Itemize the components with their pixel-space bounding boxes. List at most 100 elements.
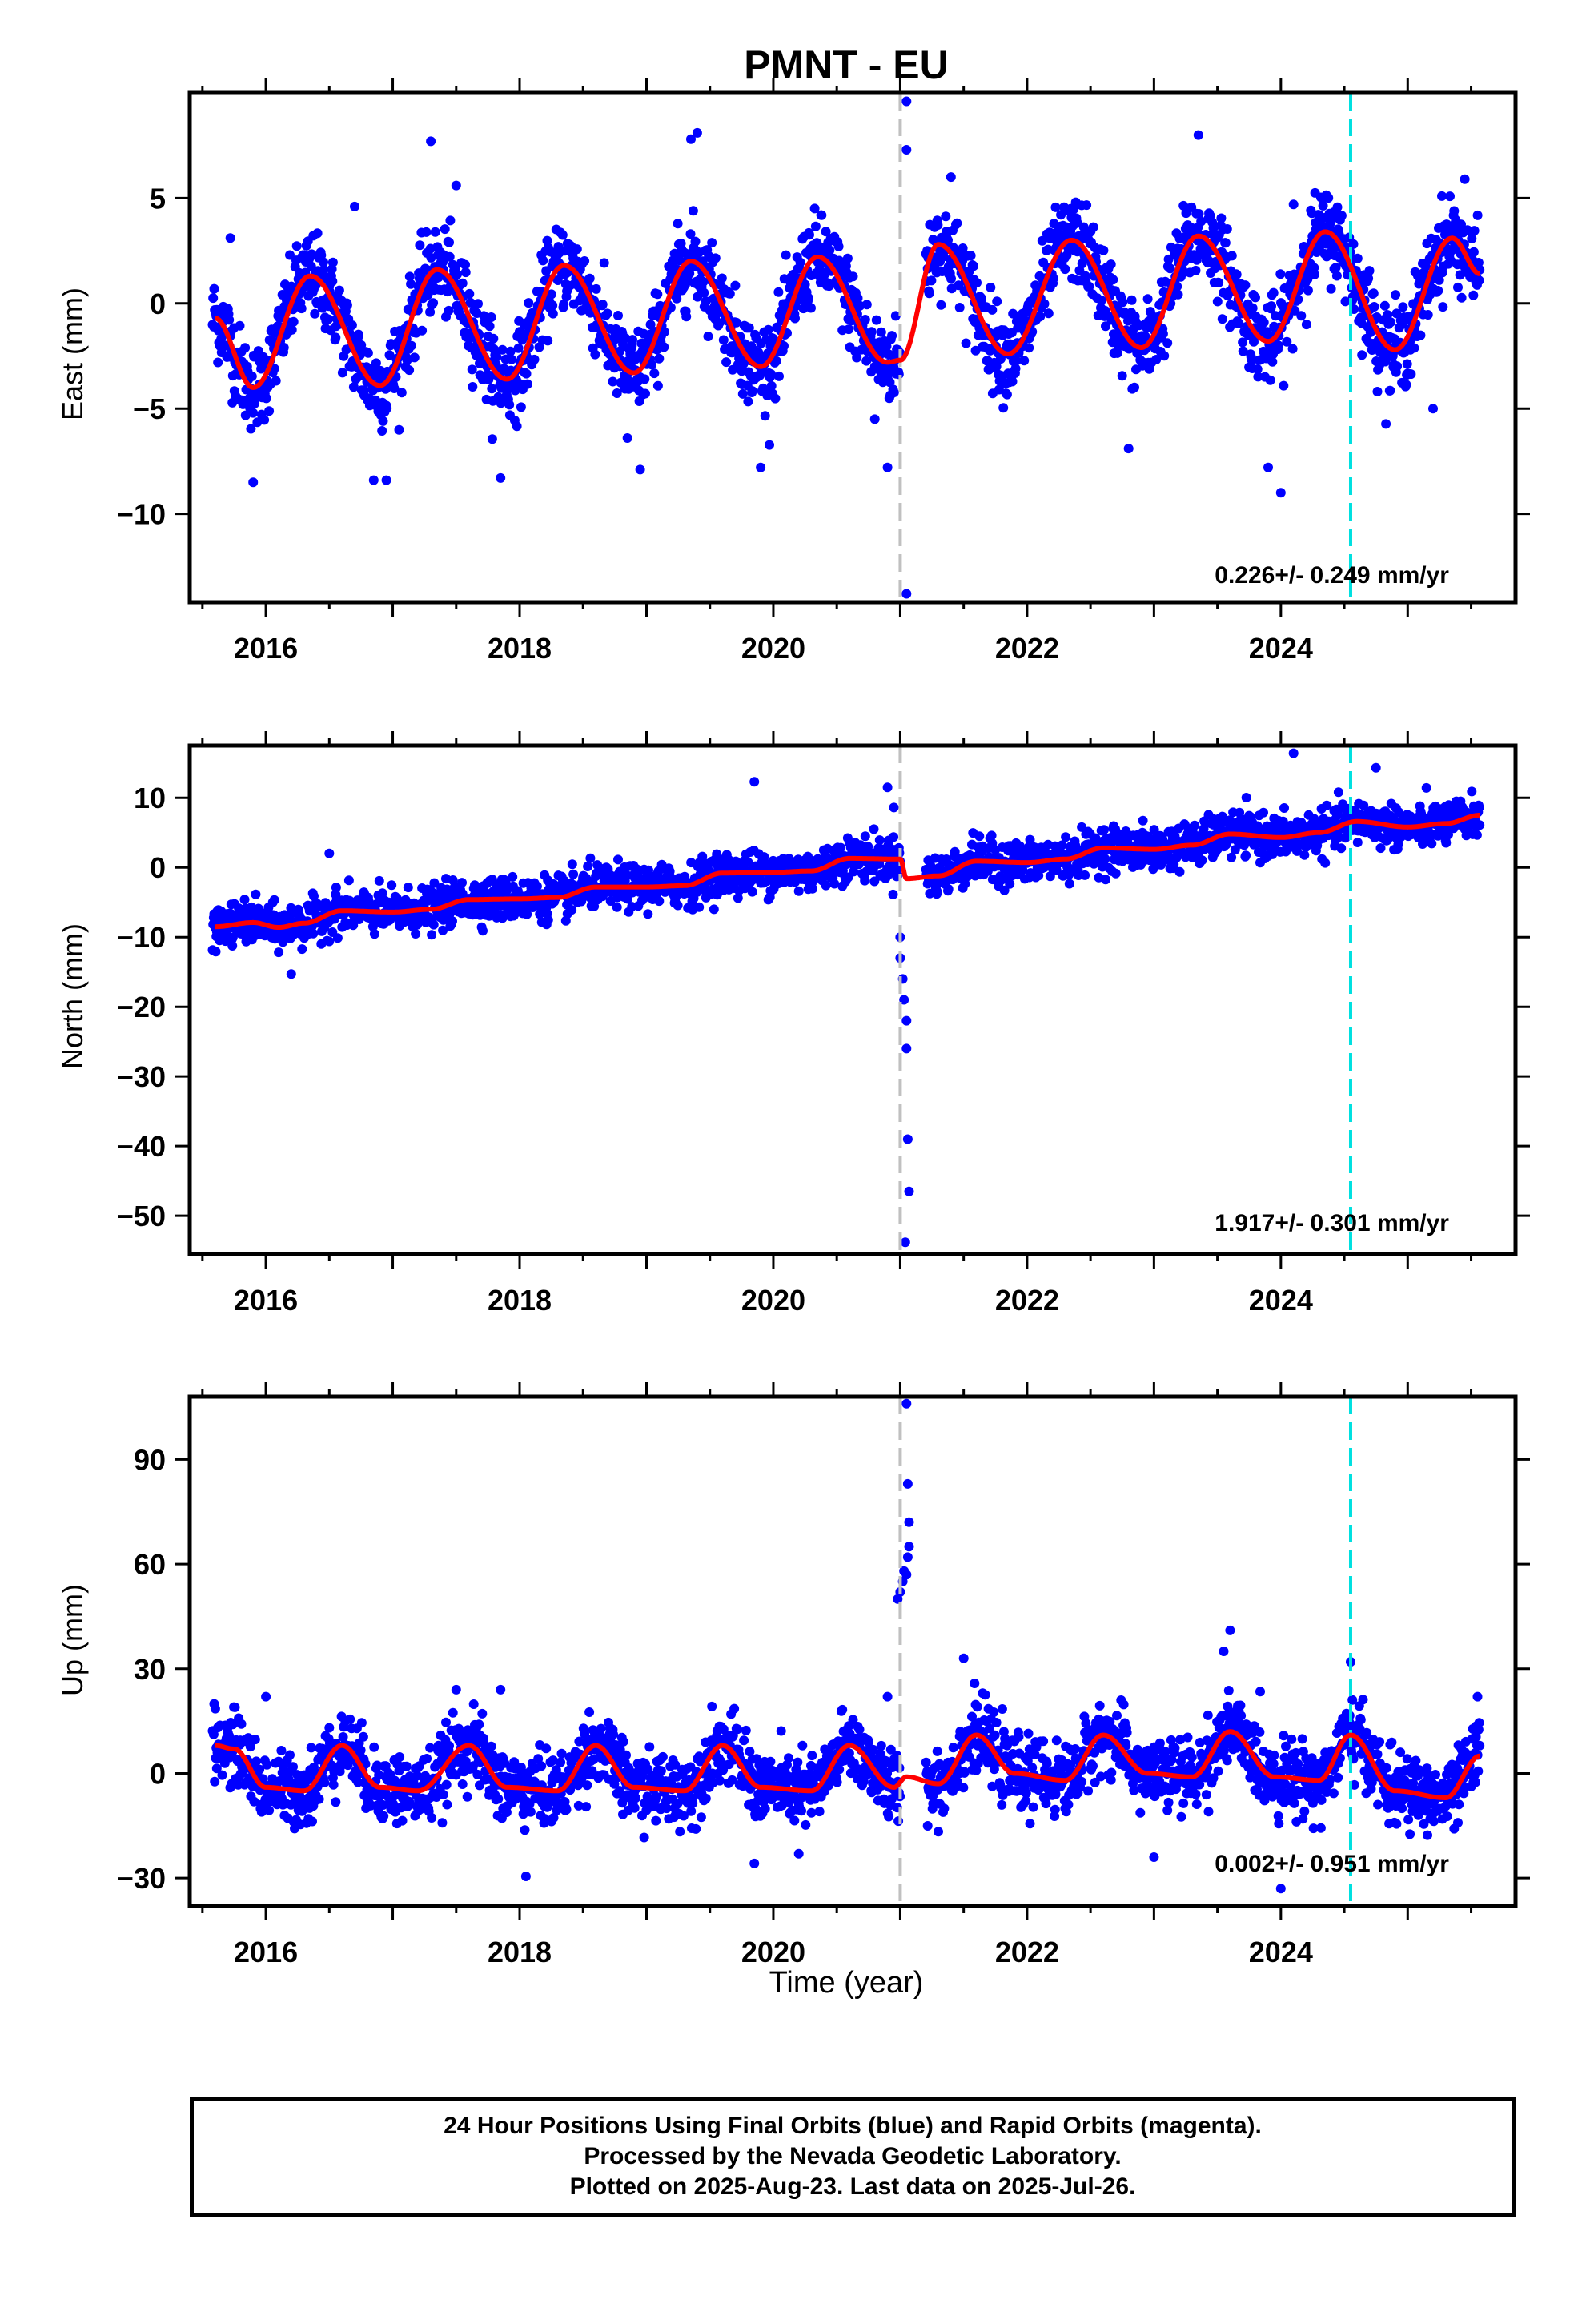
east-data-point [506,354,516,364]
east-data-point [1467,234,1477,243]
east-data-point [946,274,956,283]
east-data-point [246,424,256,434]
east-data-point [468,382,478,392]
east-data-point [543,336,553,346]
up-y-axis-label: Up (mm) [56,1584,89,1696]
north-data-point [567,905,577,915]
east-data-point [285,250,295,260]
north-y-axis-label: North (mm) [56,923,89,1069]
east-data-point [319,257,328,267]
east-data-point [538,255,548,266]
east-data-point [1286,279,1295,289]
east-data-point [248,408,259,418]
east-data-point [235,320,245,331]
north-data-point [251,889,261,899]
east-data-point [1231,269,1242,279]
north-data-point [808,883,817,894]
east-data-point [1084,281,1094,292]
east-data-point [688,206,698,216]
east-data-point [659,327,669,337]
east-data-point [264,406,275,416]
up-data-point [262,1759,272,1770]
east-outlier-point [451,180,461,191]
east-data-point [1433,286,1443,296]
east-data-point [933,220,943,230]
east-data-point [1287,344,1298,354]
east-outlier-point [1460,174,1470,184]
east-data-point [1050,202,1061,212]
east-data-point [1273,340,1283,351]
north-data-point [709,904,719,915]
east-data-point [1301,320,1311,330]
north-x-tick-label: 2016 [234,1284,298,1317]
east-data-point [889,388,899,397]
east-data-point [1469,226,1480,236]
east-data-point [1268,287,1279,298]
east-y-tick-label: 5 [150,182,166,215]
east-data-point [1238,346,1248,356]
east-data-point [743,396,753,407]
up-data-point [210,1776,220,1787]
east-data-point [1151,355,1162,364]
east-data-point [1383,310,1393,320]
east-data-point [725,288,735,299]
east-data-point [378,416,388,426]
up-data-point [236,1719,247,1729]
east-data-point [484,321,495,332]
north-data-point [478,926,488,936]
east-data-point [673,219,683,229]
east-data-point [860,315,870,324]
east-data-point [216,334,227,344]
east-data-point [800,279,810,290]
up-data-point [285,1750,295,1760]
north-outlier-point [901,1015,912,1026]
north-y-tick-label: −30 [117,1060,166,1093]
north-outlier-point [900,1237,910,1248]
east-data-point [1212,296,1223,307]
east-data-point [430,227,440,237]
east-data-point [774,371,784,381]
east-data-point [546,289,556,300]
north-data-point [643,909,653,919]
north-data-point [1375,843,1386,854]
east-data-point [690,236,701,247]
east-data-point [1217,314,1227,324]
east-plot-frame [187,90,1518,605]
east-data-point [1216,213,1227,223]
up-data-point [230,1702,240,1712]
north-data-point [308,928,319,939]
east-data-point [1126,295,1137,305]
east-data-point [348,382,359,392]
east-data-point [1142,294,1153,304]
up-data-point [276,1746,287,1755]
east-data-point [487,434,497,444]
east-data-point [363,348,373,358]
east-data-point [798,304,809,314]
north-data-point [793,886,804,896]
north-data-point [1441,838,1452,848]
east-data-point [497,344,508,355]
east-data-point [1072,217,1082,227]
east-data-point [659,342,669,352]
east-data-point [853,293,863,304]
east-data-point [1118,297,1128,308]
chart-title: PMNT - EU [744,42,949,87]
north-outlier-point [882,782,893,793]
north-data-point [1190,820,1200,830]
east-data-point [1247,303,1258,313]
east-outlier-point [901,96,912,107]
east-data-point [1421,261,1431,271]
east-data-point [1456,219,1466,230]
east-data-point [334,285,344,296]
east-data-point [590,349,600,360]
east-data-point [529,354,540,364]
east-data-point [717,273,727,283]
east-data-point [1468,290,1479,300]
north-data-point [297,944,307,955]
east-data-point [1386,317,1396,328]
east-y-axis-label: East (mm) [56,287,89,420]
east-data-point [608,376,618,387]
up-data-point [210,1703,220,1714]
east-data-point [505,346,516,356]
north-data-point [332,933,343,943]
